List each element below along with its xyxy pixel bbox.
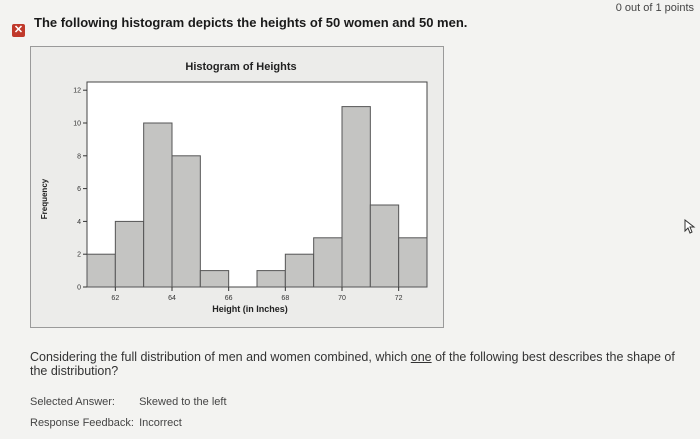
- histogram-figure: Histogram of Heights Height (in Inches) …: [30, 46, 444, 328]
- selected-answer-row: Selected Answer: Skewed to the left: [30, 396, 227, 408]
- selected-answer-label: Selected Answer:: [30, 396, 115, 408]
- histogram-bar: [143, 122, 173, 288]
- prompt-part: of the following best describes the shap…: [30, 350, 675, 378]
- y-tick-label: 8: [77, 153, 81, 160]
- histogram-bar: [171, 155, 201, 288]
- response-feedback-label: Response Feedback:: [30, 417, 134, 429]
- question-text: The following histogram depicts the heig…: [34, 15, 468, 30]
- y-axis-label: Frequency: [40, 178, 49, 219]
- histogram-bar: [398, 237, 428, 288]
- histogram-bar: [369, 204, 400, 288]
- prompt-emphasis: one: [410, 350, 432, 364]
- y-tick-label: 6: [77, 186, 81, 193]
- histogram-bar: [313, 237, 343, 288]
- y-tick-label: 0: [77, 285, 81, 292]
- x-tick-label: 70: [338, 295, 346, 302]
- x-tick-label: 66: [225, 295, 233, 302]
- selected-answer-value: Skewed to the left: [139, 396, 227, 408]
- histogram-bar: [284, 253, 315, 288]
- histogram-chart: Histogram of Heights Height (in Inches) …: [40, 61, 428, 314]
- y-tick-label: 12: [73, 88, 81, 95]
- cursor-arrow-icon: [684, 219, 696, 234]
- x-axis-label: Height (in Inches): [212, 304, 288, 314]
- histogram-bar: [86, 253, 116, 288]
- histogram-bar: [199, 270, 230, 288]
- x-tick-label: 72: [395, 295, 403, 302]
- histogram-bar: [256, 270, 286, 288]
- y-tick-label: 2: [77, 252, 81, 259]
- histogram-bar: [114, 220, 145, 288]
- chart-title: Histogram of Heights: [185, 61, 296, 73]
- score-text: 0 out of 1 points: [615, 2, 694, 14]
- prompt-part: Considering the full distribution of men…: [30, 350, 411, 364]
- x-tick-label: 62: [111, 295, 119, 302]
- x-tick-label: 68: [281, 295, 289, 302]
- response-feedback-row: Response Feedback: Incorrect: [30, 417, 182, 429]
- y-tick-label: 10: [73, 121, 81, 128]
- x-icon: ✕: [12, 24, 25, 37]
- prompt-text: Considering the full distribution of men…: [30, 350, 690, 378]
- y-tick-label: 4: [77, 219, 81, 226]
- x-tick-label: 64: [168, 295, 176, 302]
- response-feedback-value: Incorrect: [139, 417, 182, 429]
- histogram-bar: [341, 106, 371, 288]
